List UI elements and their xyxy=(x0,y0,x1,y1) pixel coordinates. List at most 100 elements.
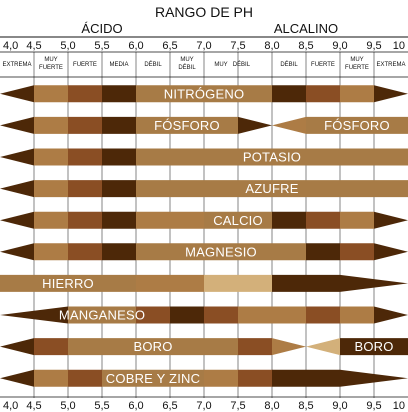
bar-segment-medium xyxy=(68,243,102,261)
intensity-label-debil: DÉBIL xyxy=(280,61,298,68)
tick-label-bottom: 4,0 xyxy=(3,400,18,412)
bar-segment-low xyxy=(34,116,68,134)
bar-manganeso xyxy=(0,306,408,324)
intensity-label-debil: DÉBIL xyxy=(233,61,251,68)
bar-label-cobre-y-zinc: COBRE Y ZINC xyxy=(106,371,200,386)
bar-boro xyxy=(0,338,408,356)
bar-segment-high xyxy=(374,211,408,229)
bar-segment-high xyxy=(0,338,34,356)
bar-segment-medium xyxy=(34,338,68,356)
bar-label-potasio: POTASIO xyxy=(243,150,301,165)
bar-segment-very_low xyxy=(306,338,340,356)
bar-segment-low xyxy=(204,369,238,387)
tick-label-bottom: 7,5 xyxy=(230,400,245,412)
tick-label-bottom: 8,5 xyxy=(298,400,313,412)
bar-label-boro: BORO xyxy=(354,339,393,354)
bar-segment-low xyxy=(136,211,204,229)
bar-segment-high xyxy=(340,369,408,387)
bar-segment-high xyxy=(102,116,136,134)
tick-label-top: 8,0 xyxy=(264,40,279,52)
bar-segment-low xyxy=(272,116,306,134)
bar-segment-max xyxy=(136,116,238,134)
bar-segment-high xyxy=(0,369,34,387)
bar-segment-medium xyxy=(68,148,102,166)
alkaline-label: ALCALINO xyxy=(274,21,338,36)
bar-segment-very_low xyxy=(204,274,272,292)
bar-potasio xyxy=(0,148,408,166)
tick-label-top: 6,5 xyxy=(162,40,177,52)
bar-segment-high xyxy=(170,306,204,324)
bar-segment-max xyxy=(136,180,408,198)
intensity-label-media: MEDIA xyxy=(109,62,128,68)
bar-segment-medium xyxy=(204,306,238,324)
bar-segment-medium xyxy=(306,85,340,103)
bar-segment-low xyxy=(340,85,374,103)
bar-segment-high xyxy=(272,85,306,103)
bar-segment-medium xyxy=(306,306,340,324)
bar-segment-max xyxy=(136,85,272,103)
bar-segment-high xyxy=(374,85,408,103)
intensity-label-fuerte: FUERTE xyxy=(311,62,335,68)
bar-segment-high xyxy=(0,85,34,103)
bar-segment-high xyxy=(374,306,408,324)
intensity-label-fuerte: FUERTE xyxy=(73,62,97,68)
bar-segment-high xyxy=(0,148,34,166)
nutrient-labels: NITRÓGENO FÓSFORO FÓSFORO POTASIO AZUFRE CALC… xyxy=(42,86,393,385)
bar-segment-low xyxy=(340,211,374,229)
intensity-label-muy: MUY xyxy=(214,62,227,68)
nutrient-bars xyxy=(0,85,408,387)
bar-segment-low xyxy=(340,306,374,324)
bar-segment-high xyxy=(272,369,340,387)
bar-segment-high xyxy=(340,338,408,356)
bar-segment-high xyxy=(0,211,34,229)
bar-segment-high xyxy=(0,243,34,261)
bar-magnesio xyxy=(0,243,408,261)
bar-segment-high xyxy=(272,211,306,229)
chart-header: RANGO DE PH ÁCIDO ALCALINO xyxy=(0,4,408,38)
tick-label-bottom: 4,5 xyxy=(26,400,41,412)
intensity-label-extrema: EXTREMA xyxy=(2,62,31,68)
bar-segment-low xyxy=(238,306,306,324)
bar-segment-high xyxy=(102,211,136,229)
bar-label-fosforo: FÓSFORO xyxy=(154,118,220,133)
bar-segment-low xyxy=(34,243,68,261)
tick-label-bottom: 5,0 xyxy=(60,400,75,412)
bar-segment-max xyxy=(68,306,136,324)
intensity-label-muy-fuerte: MUY FUERTE xyxy=(345,57,369,71)
tick-label-bottom: 9,5 xyxy=(366,400,381,412)
bar-segment-high xyxy=(374,243,408,261)
bar-segment-high xyxy=(0,180,34,198)
intensity-label-muy-fuerte: MUY FUERTE xyxy=(39,57,63,71)
tick-label-top: 4,0 xyxy=(3,40,18,52)
tick-label-top: 5,5 xyxy=(94,40,109,52)
bar-segment-low xyxy=(34,85,68,103)
bar-label-fosforo: FÓSFORO xyxy=(324,118,390,133)
bar-calcio xyxy=(0,211,408,229)
bar-segment-medium xyxy=(238,369,272,387)
bar-hierro xyxy=(0,274,408,292)
bar-segment-medium xyxy=(68,116,102,134)
bar-segment-medium xyxy=(68,369,102,387)
intensity-label-extrema: EXTREMA xyxy=(376,62,405,68)
bar-segment-max xyxy=(68,338,238,356)
acid-label: ÁCIDO xyxy=(81,21,122,36)
chart-title: RANGO DE PH xyxy=(155,4,253,20)
bar-nitrogeno xyxy=(0,85,408,103)
bar-segment-high xyxy=(102,85,136,103)
bar-label-boro: BORO xyxy=(133,339,172,354)
bar-label-hierro: HIERRO xyxy=(42,276,94,291)
bar-segment-max xyxy=(136,243,306,261)
bar-segment-high xyxy=(0,116,34,134)
bar-segment-low xyxy=(34,148,68,166)
tick-label-top: 5,0 xyxy=(60,40,75,52)
bar-label-nitrogeno: NITRÓGENO xyxy=(164,86,245,101)
bar-segment-low xyxy=(272,338,306,356)
bar-segment-high xyxy=(102,243,136,261)
ph-ticks-top: 4,0 4,5 5,0 5,5 6,0 6,5 7,0 7,5 8,0 8,5 9,0 9,5 10 xyxy=(3,40,405,52)
tick-label-bottom: 9,0 xyxy=(332,400,347,412)
bar-segment-high xyxy=(306,243,340,261)
bar-segment-medium xyxy=(136,306,170,324)
bar-segment-high xyxy=(272,274,340,292)
intensity-label-muy-debil: MUY DÉBIL xyxy=(178,57,196,71)
